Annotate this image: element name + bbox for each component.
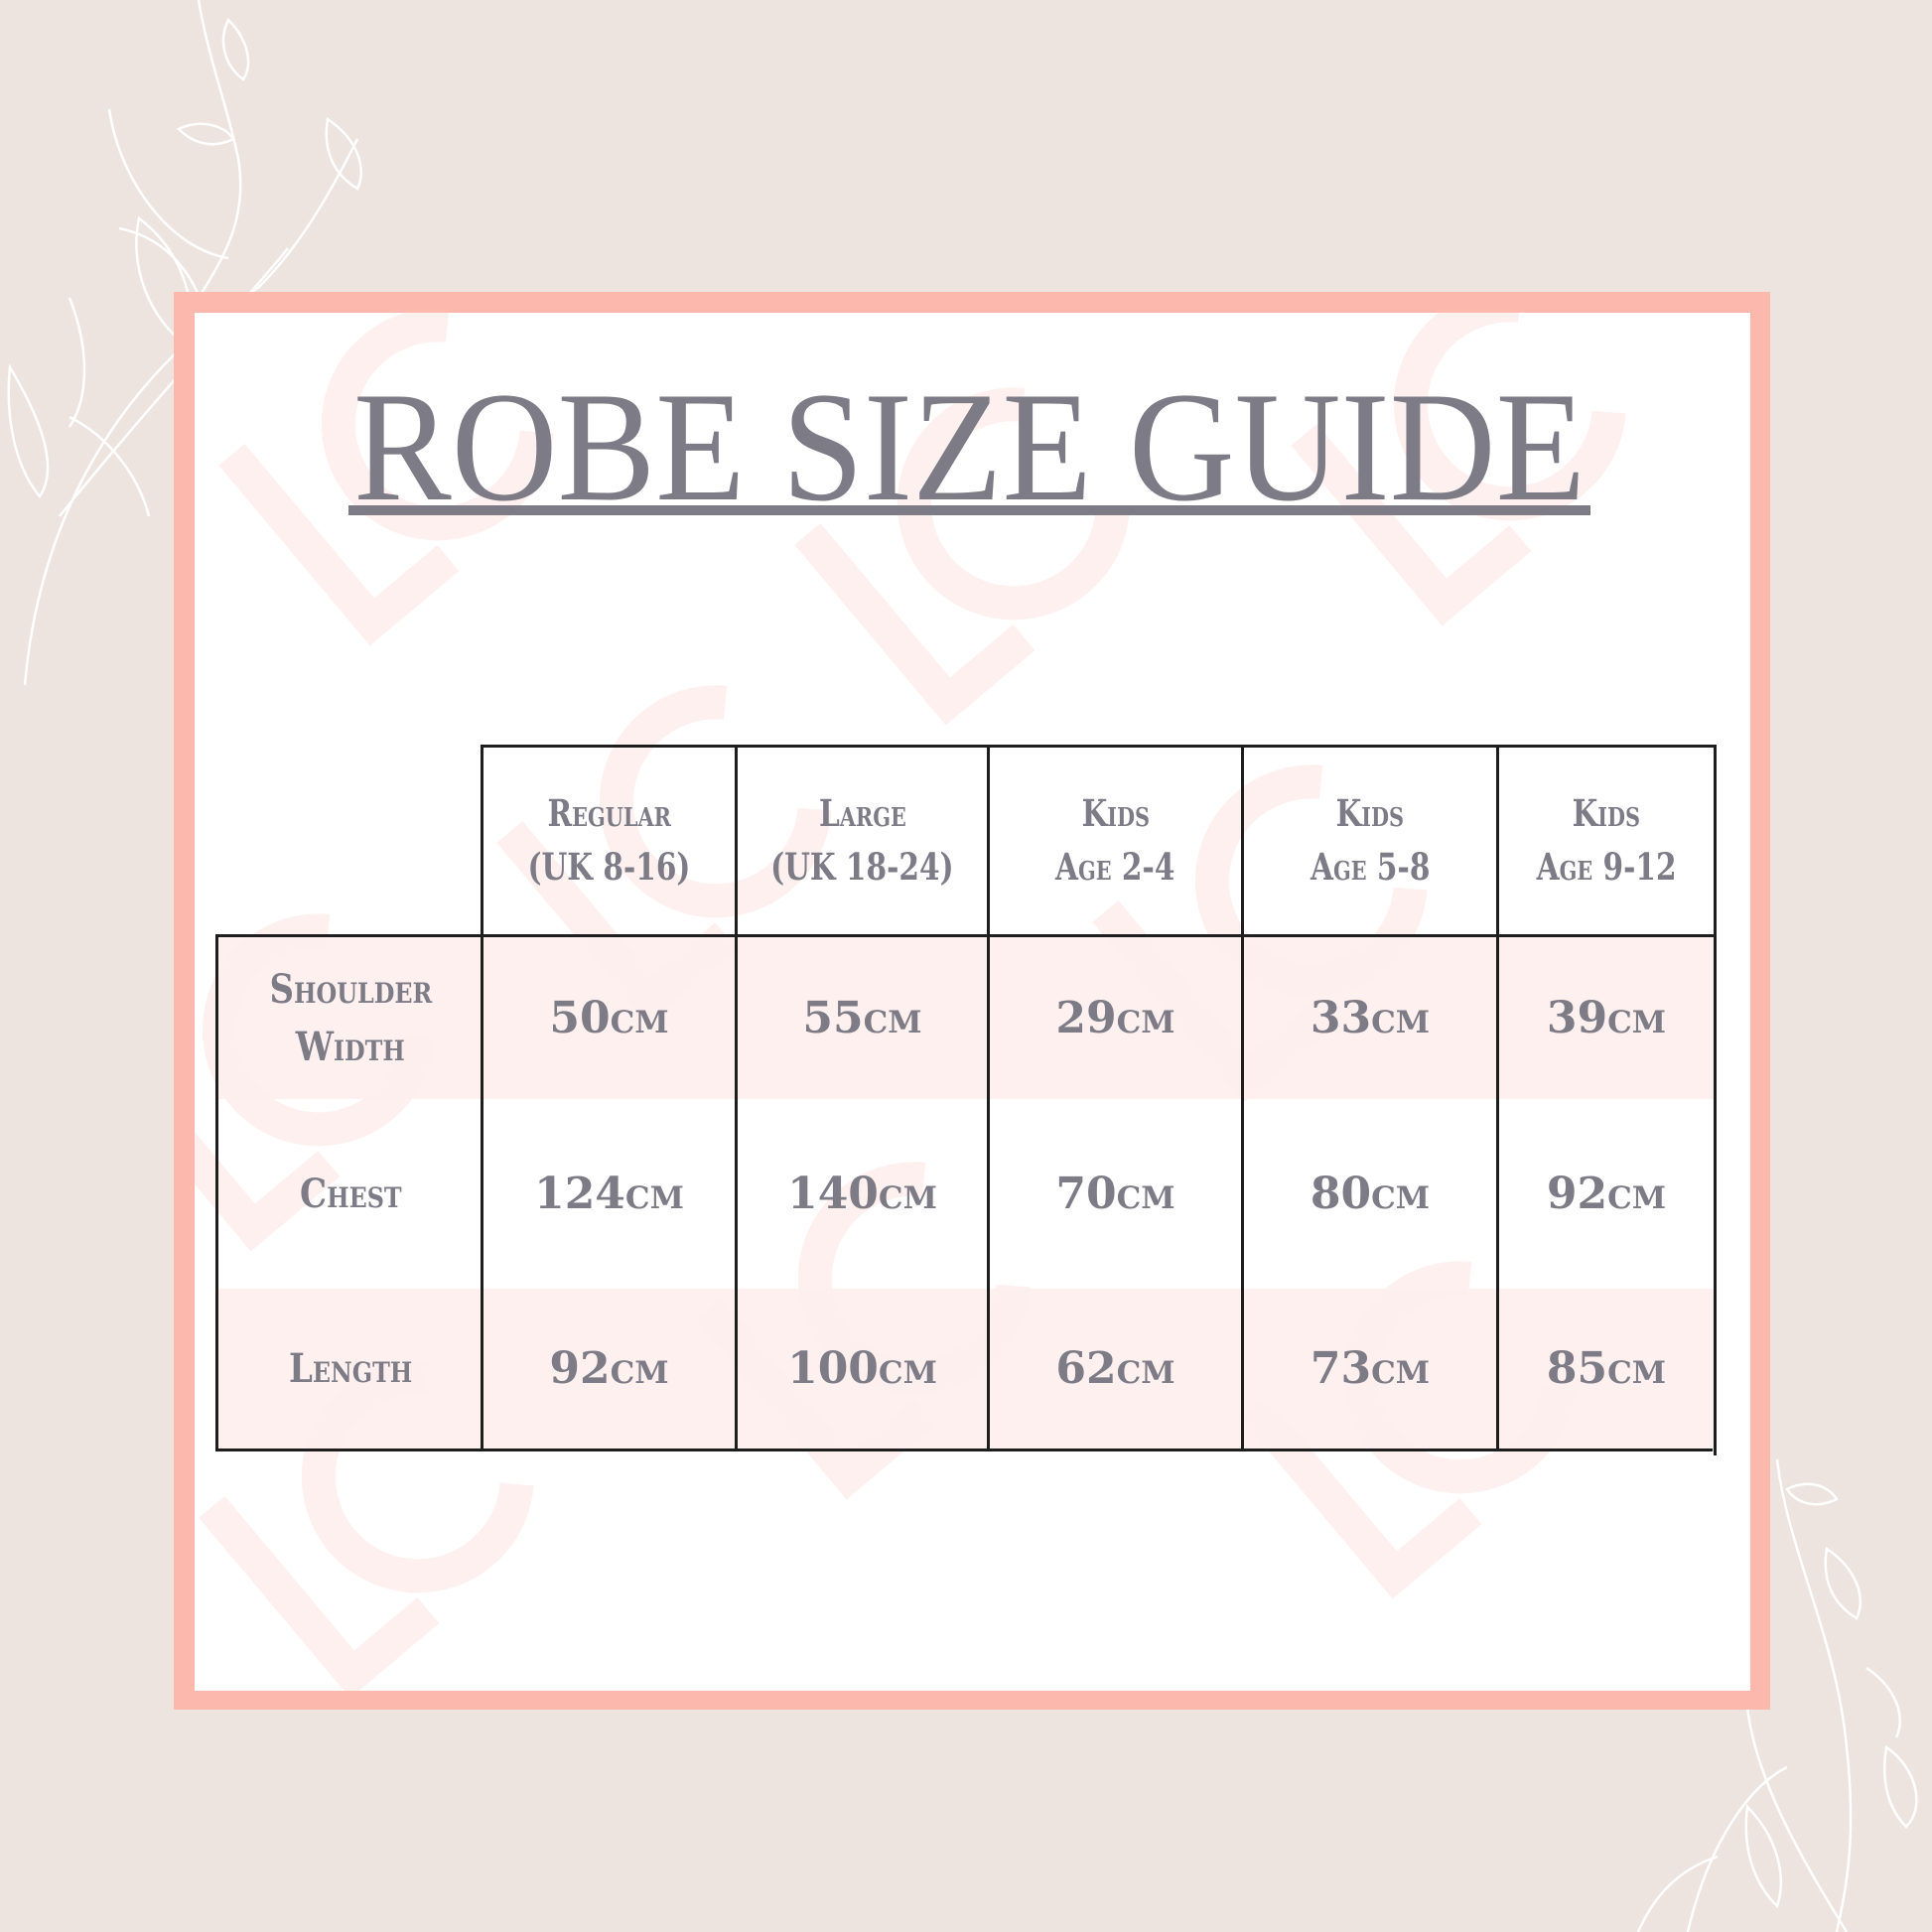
table-cell: 73CM — [1310, 1342, 1431, 1394]
table-cell: 92CM — [549, 1342, 669, 1394]
column-header-line2: (UK 18-24) — [770, 845, 954, 889]
column-header: Regular (UK 8-16) — [483, 748, 735, 934]
table-cell: 33CM — [1310, 992, 1431, 1043]
column-header: Kids Age 2-4 — [990, 748, 1241, 934]
table-border — [1241, 745, 1244, 1451]
table-cell: 29CM — [1055, 992, 1175, 1043]
table-cell: 80CM — [1310, 1168, 1431, 1219]
table-border — [215, 934, 1715, 937]
column-header-line2: Age 5-8 — [1310, 845, 1431, 889]
table-cell: 50CM — [549, 992, 669, 1043]
column-header-line2: (UK 8-16) — [527, 845, 691, 889]
row-label-text: Length — [288, 1344, 413, 1392]
row-label: Shoulder Width — [220, 937, 481, 1099]
table-cell: 55CM — [802, 992, 922, 1043]
table-cell: 92CM — [1546, 1168, 1667, 1219]
column-header: Kids Age 5-8 — [1244, 748, 1496, 934]
column-header-line2: Age 9-12 — [1536, 845, 1677, 889]
table-border — [215, 1449, 1713, 1451]
row-shade — [215, 935, 1715, 1099]
column-header-line1: Kids — [1335, 791, 1405, 836]
column-header-line1: Regular — [547, 791, 671, 836]
watermark-logo-icon — [1291, 313, 1626, 626]
row-label-line1: Shoulder — [269, 965, 432, 1013]
table-border — [215, 934, 218, 1451]
column-header: Large (UK 18-24) — [738, 748, 987, 934]
table-cell: 124CM — [534, 1168, 684, 1219]
title-underline — [348, 505, 1590, 515]
table-cell: 62CM — [1055, 1342, 1175, 1394]
watermark-logo-icon — [218, 313, 554, 646]
column-header: Kids Age 9-12 — [1499, 748, 1714, 934]
column-header-line1: Large — [818, 791, 906, 836]
row-label: Chest — [220, 1099, 481, 1289]
row-label: Length — [220, 1289, 481, 1449]
watermark-logo-icon — [794, 387, 1130, 726]
column-header-line2: Age 2-4 — [1055, 845, 1175, 889]
table-border — [735, 745, 738, 1451]
table-border — [482, 745, 1717, 748]
page-title: ROBE SIZE GUIDE — [353, 360, 1586, 534]
table-border — [1496, 745, 1499, 1451]
table-border — [1714, 745, 1717, 1455]
table-cell: 85CM — [1546, 1342, 1667, 1394]
row-label-line2: Width — [295, 1023, 406, 1070]
table-cell: 70CM — [1055, 1168, 1175, 1219]
row-label-text: Chest — [299, 1170, 402, 1217]
column-header-line1: Kids — [1081, 791, 1150, 836]
table-border — [987, 745, 990, 1451]
table-cell: 140CM — [787, 1168, 937, 1219]
table-cell: 100CM — [787, 1342, 937, 1394]
table-cell: 39CM — [1546, 992, 1667, 1043]
table-border — [481, 745, 483, 1451]
column-header-line1: Kids — [1572, 791, 1641, 836]
row-shade — [215, 1289, 1715, 1450]
